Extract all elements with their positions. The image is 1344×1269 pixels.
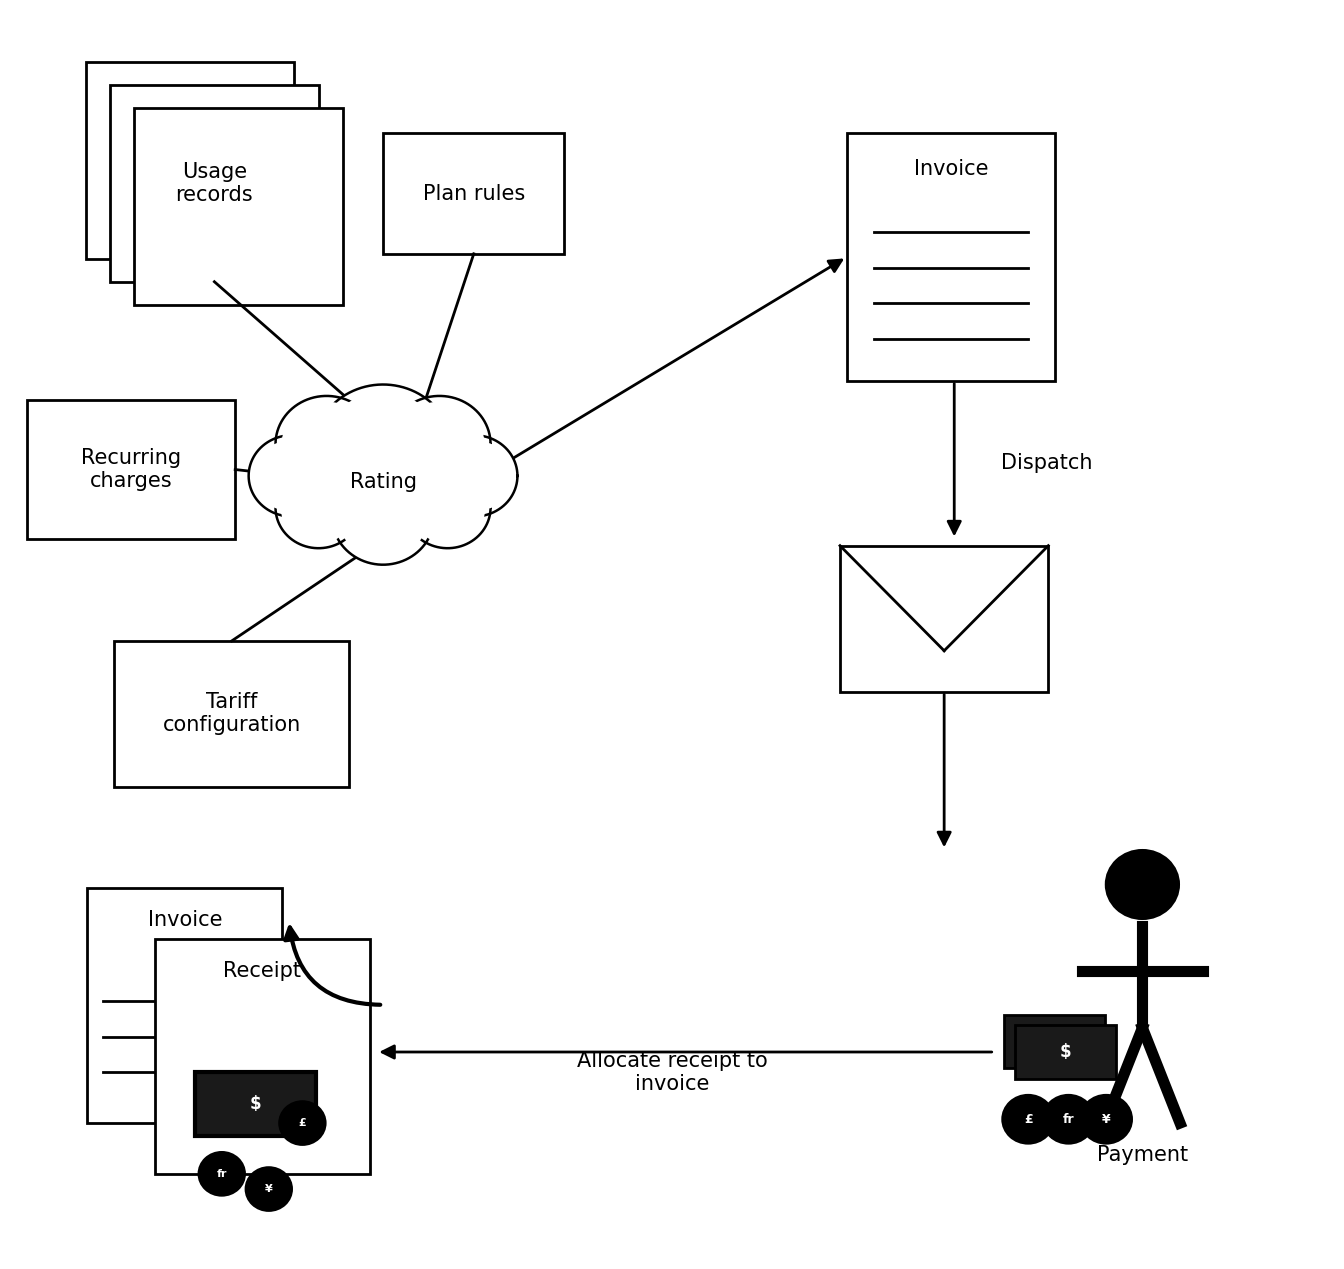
Text: Receipt: Receipt bbox=[223, 961, 301, 981]
Circle shape bbox=[388, 396, 491, 492]
Text: Recurring
charges: Recurring charges bbox=[81, 448, 181, 491]
Circle shape bbox=[1079, 1094, 1133, 1145]
Circle shape bbox=[395, 402, 484, 486]
Circle shape bbox=[198, 1151, 246, 1197]
FancyBboxPatch shape bbox=[87, 888, 282, 1123]
Circle shape bbox=[332, 468, 434, 565]
Text: £: £ bbox=[298, 1118, 306, 1128]
FancyBboxPatch shape bbox=[1004, 1015, 1105, 1068]
FancyBboxPatch shape bbox=[1015, 1025, 1116, 1079]
Text: fr: fr bbox=[216, 1169, 227, 1179]
Text: ¥: ¥ bbox=[265, 1184, 273, 1194]
FancyBboxPatch shape bbox=[847, 133, 1055, 381]
Circle shape bbox=[1105, 849, 1180, 920]
Circle shape bbox=[276, 396, 378, 492]
Circle shape bbox=[410, 472, 485, 543]
Text: Usage
records: Usage records bbox=[176, 161, 253, 206]
Circle shape bbox=[339, 475, 427, 558]
Circle shape bbox=[276, 467, 362, 548]
Circle shape bbox=[278, 1100, 327, 1146]
Text: $: $ bbox=[250, 1095, 261, 1113]
Text: Invoice: Invoice bbox=[148, 910, 222, 930]
Circle shape bbox=[1001, 1094, 1055, 1145]
FancyBboxPatch shape bbox=[86, 62, 294, 259]
Circle shape bbox=[282, 402, 371, 486]
Text: Plan rules: Plan rules bbox=[422, 184, 526, 203]
Circle shape bbox=[321, 392, 445, 509]
Text: Tariff
configuration: Tariff configuration bbox=[163, 692, 301, 736]
Text: £: £ bbox=[1024, 1113, 1032, 1126]
Text: fr: fr bbox=[1063, 1113, 1074, 1126]
Text: Rating: Rating bbox=[349, 472, 417, 492]
Text: $: $ bbox=[1059, 1043, 1071, 1061]
FancyBboxPatch shape bbox=[155, 939, 370, 1174]
FancyBboxPatch shape bbox=[110, 85, 319, 282]
Circle shape bbox=[249, 435, 335, 516]
FancyBboxPatch shape bbox=[134, 108, 343, 305]
FancyBboxPatch shape bbox=[114, 641, 349, 787]
Circle shape bbox=[313, 385, 453, 516]
FancyBboxPatch shape bbox=[195, 1072, 316, 1136]
Circle shape bbox=[405, 467, 491, 548]
Text: ¥: ¥ bbox=[1102, 1113, 1110, 1126]
FancyBboxPatch shape bbox=[840, 546, 1048, 692]
Text: Dispatch: Dispatch bbox=[1001, 453, 1093, 473]
Circle shape bbox=[1042, 1094, 1095, 1145]
FancyBboxPatch shape bbox=[27, 400, 235, 539]
Text: Payment: Payment bbox=[1097, 1145, 1188, 1165]
FancyBboxPatch shape bbox=[383, 133, 564, 254]
Text: Invoice: Invoice bbox=[914, 159, 988, 179]
Circle shape bbox=[245, 1166, 293, 1212]
Circle shape bbox=[431, 435, 517, 516]
Circle shape bbox=[437, 440, 512, 511]
Text: Allocate receipt to
invoice: Allocate receipt to invoice bbox=[577, 1051, 767, 1094]
Circle shape bbox=[254, 440, 329, 511]
Circle shape bbox=[281, 472, 356, 543]
